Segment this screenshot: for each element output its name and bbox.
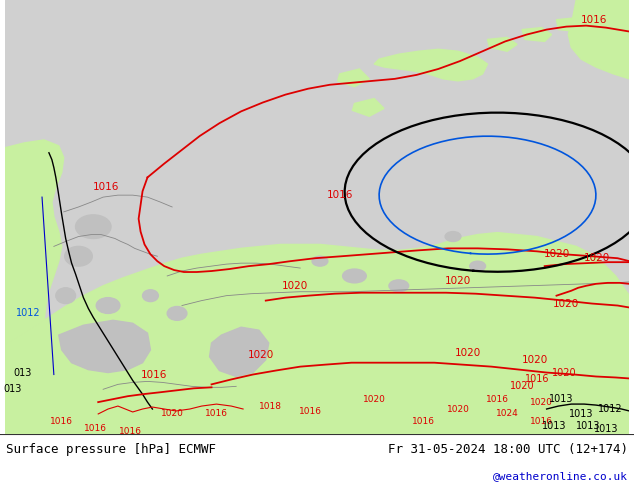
Text: 1013: 1013 bbox=[549, 394, 574, 404]
Text: 1020: 1020 bbox=[446, 405, 469, 414]
Ellipse shape bbox=[389, 280, 409, 292]
Text: 1020: 1020 bbox=[282, 281, 309, 291]
Text: 1020: 1020 bbox=[522, 355, 548, 365]
Text: 1020: 1020 bbox=[583, 253, 610, 263]
Polygon shape bbox=[522, 27, 552, 41]
Polygon shape bbox=[210, 327, 269, 376]
Text: 1016: 1016 bbox=[524, 374, 549, 385]
Text: 1016: 1016 bbox=[205, 410, 228, 418]
Text: 1013: 1013 bbox=[542, 421, 567, 431]
Ellipse shape bbox=[342, 269, 366, 283]
Text: 1020: 1020 bbox=[455, 348, 481, 358]
Text: 1016: 1016 bbox=[84, 424, 107, 433]
Text: 1020: 1020 bbox=[160, 410, 184, 418]
Text: 1020: 1020 bbox=[552, 368, 577, 377]
Text: 1016: 1016 bbox=[141, 369, 167, 380]
Text: 1024: 1024 bbox=[496, 410, 519, 418]
Ellipse shape bbox=[143, 290, 158, 301]
Text: 1020: 1020 bbox=[445, 276, 471, 286]
Text: 1012: 1012 bbox=[16, 308, 41, 318]
Text: 1020: 1020 bbox=[248, 350, 274, 360]
Text: 1020: 1020 bbox=[363, 394, 385, 404]
Text: 1020: 1020 bbox=[543, 249, 569, 259]
Text: 1018: 1018 bbox=[259, 401, 282, 411]
Text: 1013: 1013 bbox=[569, 409, 593, 419]
Text: 1016: 1016 bbox=[530, 417, 553, 426]
Text: 013: 013 bbox=[3, 384, 22, 394]
Polygon shape bbox=[557, 18, 586, 31]
Text: 1012: 1012 bbox=[598, 404, 623, 414]
Polygon shape bbox=[59, 320, 150, 372]
Text: 1016: 1016 bbox=[327, 190, 353, 200]
Polygon shape bbox=[488, 37, 517, 51]
Polygon shape bbox=[374, 49, 488, 81]
Text: 1016: 1016 bbox=[119, 427, 142, 436]
Text: 1020: 1020 bbox=[530, 397, 553, 407]
Text: 1016: 1016 bbox=[412, 417, 435, 426]
Text: Fr 31-05-2024 18:00 UTC (12+174): Fr 31-05-2024 18:00 UTC (12+174) bbox=[387, 443, 628, 456]
Polygon shape bbox=[568, 0, 630, 79]
Text: 1013: 1013 bbox=[576, 421, 600, 431]
Text: 1016: 1016 bbox=[50, 417, 74, 426]
Text: 1016: 1016 bbox=[581, 15, 607, 24]
Text: Surface pressure [hPa] ECMWF: Surface pressure [hPa] ECMWF bbox=[6, 443, 216, 456]
Text: 1016: 1016 bbox=[486, 394, 509, 404]
Text: 1016: 1016 bbox=[93, 182, 119, 192]
Text: 1020: 1020 bbox=[510, 381, 534, 392]
Ellipse shape bbox=[75, 215, 111, 239]
Ellipse shape bbox=[167, 307, 187, 320]
Ellipse shape bbox=[312, 256, 328, 266]
Ellipse shape bbox=[470, 261, 486, 271]
Polygon shape bbox=[4, 197, 630, 434]
Text: 1020: 1020 bbox=[553, 298, 579, 309]
Text: 1016: 1016 bbox=[299, 408, 321, 416]
Text: @weatheronline.co.uk: @weatheronline.co.uk bbox=[493, 471, 628, 481]
Ellipse shape bbox=[65, 246, 93, 266]
Polygon shape bbox=[4, 140, 63, 345]
Polygon shape bbox=[338, 69, 369, 87]
Polygon shape bbox=[353, 98, 384, 116]
Ellipse shape bbox=[96, 297, 120, 314]
Ellipse shape bbox=[56, 288, 75, 303]
Text: 013: 013 bbox=[13, 368, 32, 377]
Text: 1013: 1013 bbox=[593, 424, 618, 434]
Ellipse shape bbox=[445, 232, 461, 242]
